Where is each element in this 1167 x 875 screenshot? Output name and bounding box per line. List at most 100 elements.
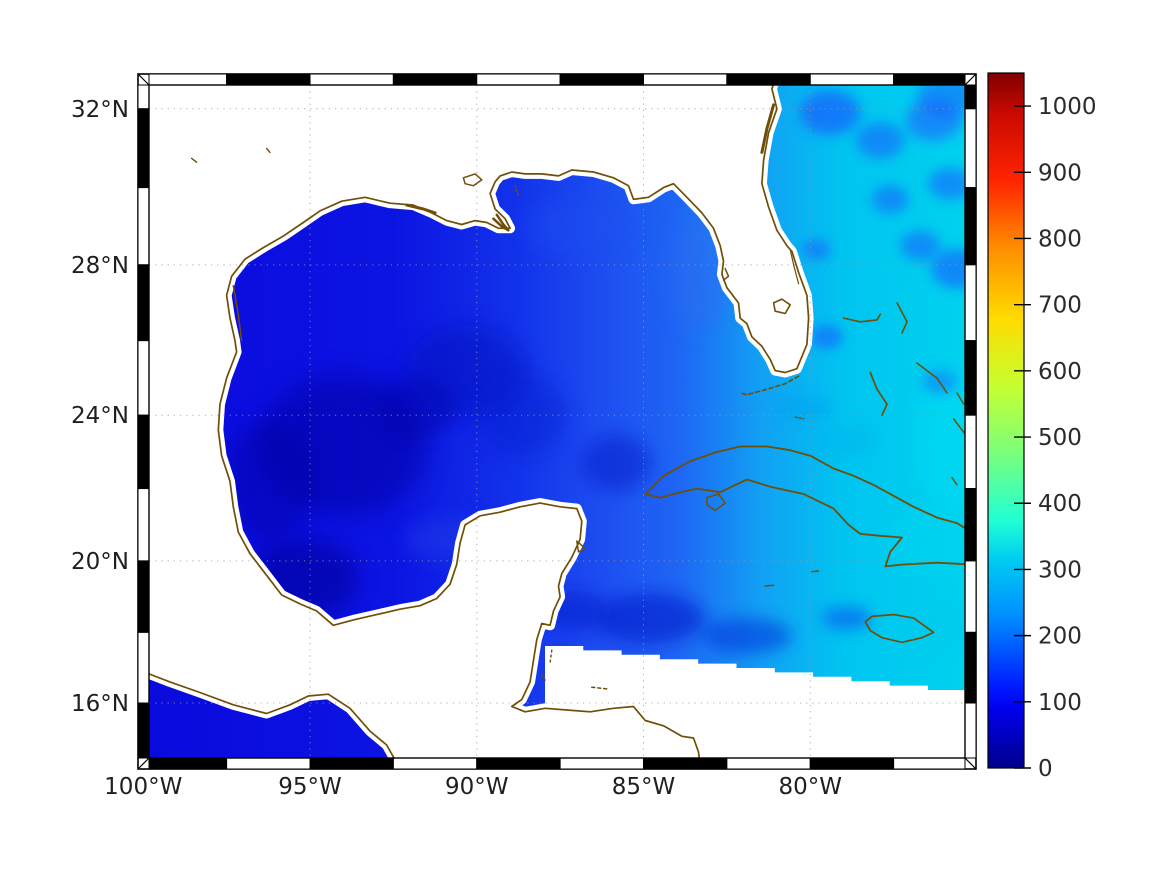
heat-blob [872,185,909,214]
frame-segment [309,757,394,770]
frame-segment [392,73,478,86]
colorbar-tick-label: 300 [1038,557,1082,583]
colorbar-gradient [987,72,1025,769]
frame-segment [964,631,977,704]
frame-segment [148,757,228,770]
heat-blob [525,198,636,255]
lon-tick-label: 85°W [612,774,676,800]
frame-segment [964,488,977,562]
frame-segment [893,73,966,86]
frame-corner-bevel [964,757,977,770]
colorbar-tick-label: 600 [1038,359,1082,385]
jamaica-coastline [864,613,935,644]
abaco-coastline [896,302,908,334]
heat-blob [808,426,879,456]
frame-segment [893,757,966,770]
frame-segment [137,187,150,266]
frame-corner-bevel [964,73,977,86]
lon-tick-label: 80°W [778,774,842,800]
colorbar-tick-label: 200 [1038,624,1082,650]
frame-segment [476,73,561,86]
belize-cays-coastline [549,649,553,664]
chandeleur-coastline [514,184,520,197]
heat-blob [595,593,706,644]
heat-blob [913,371,965,511]
heat-blob [900,230,941,261]
heat-blob [810,324,843,349]
isla-juventud-coastline [706,493,726,512]
heat-blob [800,90,861,135]
colorbar: 0 100 200 300 400 500 600 700 800 900 1000 [987,72,1097,782]
frame-segment [726,757,811,770]
heat-blob [856,122,905,159]
tampa-bay-coastline [722,267,730,281]
frame-segment [964,187,977,266]
lat-tick-label: 32°N [71,97,129,123]
heat-blob [931,248,965,289]
frame-corner-bevel [137,757,150,770]
heat-blob [928,167,965,200]
heat-blob [883,509,965,570]
texas-lake-coastline [190,157,198,163]
fancy-frame [137,73,977,770]
frame-segment [559,757,644,770]
frame-segment [964,264,977,342]
frame-segment [559,73,644,86]
ragged-island-coastline [951,476,958,486]
map-area [149,85,965,758]
frame-segment [137,702,150,759]
heat-blob [581,435,652,491]
coastlines [149,85,965,758]
colorbar-tick-label: 800 [1038,226,1082,252]
frame-segment [476,757,561,770]
frame-segment [809,757,895,770]
frame-segment [964,560,977,633]
heat-blob [802,239,831,260]
indian-river-lagoon-coastline [789,248,800,285]
lon-tick-label: 100°W [104,774,182,800]
heat-blob [701,617,792,654]
lon-tick-label: 90°W [445,774,509,800]
lon-tick-label: 95°W [278,774,342,800]
frame-segment [964,108,977,189]
heat-blob [773,395,834,420]
bay-islands-coastline [591,686,608,690]
texas-laguna-madre-coastline [232,285,243,342]
cat-island-coastline [956,392,965,405]
lake-okeechobee-coastline [772,298,791,315]
grand-cayman-coastline [764,584,775,587]
andros-coastline [869,371,888,417]
lat-tick-label: 24°N [71,403,129,429]
frame-corner-bevel [137,73,150,86]
frame-segment [726,73,811,86]
texas-lake-2-coastline [265,147,271,154]
lat-tick-label: 16°N [71,691,129,717]
florida-keys-coastline [739,375,800,396]
frame-segment [137,264,150,342]
mississippi-delta-coastline [492,213,510,232]
colorbar-tick-label: 0 [1038,756,1053,782]
colorbar-tick-label: 700 [1038,293,1082,319]
heat-blob [478,375,569,456]
heat-blob [225,421,315,542]
heat-blob [821,606,872,631]
louisiana-marsh-coastline [405,203,437,215]
georgia-marsh-coastline [760,103,776,154]
frame-segment [964,702,977,759]
frame-segment [392,757,478,770]
lat-tick-label: 28°N [71,253,129,279]
colorbar-tick-label: 100 [1038,690,1082,716]
frame-segment [809,73,895,86]
frame-segment [643,73,728,86]
eleuthera-coastline [916,362,948,394]
frame-segment [137,84,150,110]
grand-bahama-coastline [842,313,882,323]
frame-segment [137,108,150,189]
colorbar-tick-label: 1000 [1038,94,1097,120]
colorbar-tick-label: 400 [1038,491,1082,517]
colorbar-tick-label: 900 [1038,160,1082,186]
frame-segment [148,73,228,86]
cay-sal-coastline [794,416,805,420]
